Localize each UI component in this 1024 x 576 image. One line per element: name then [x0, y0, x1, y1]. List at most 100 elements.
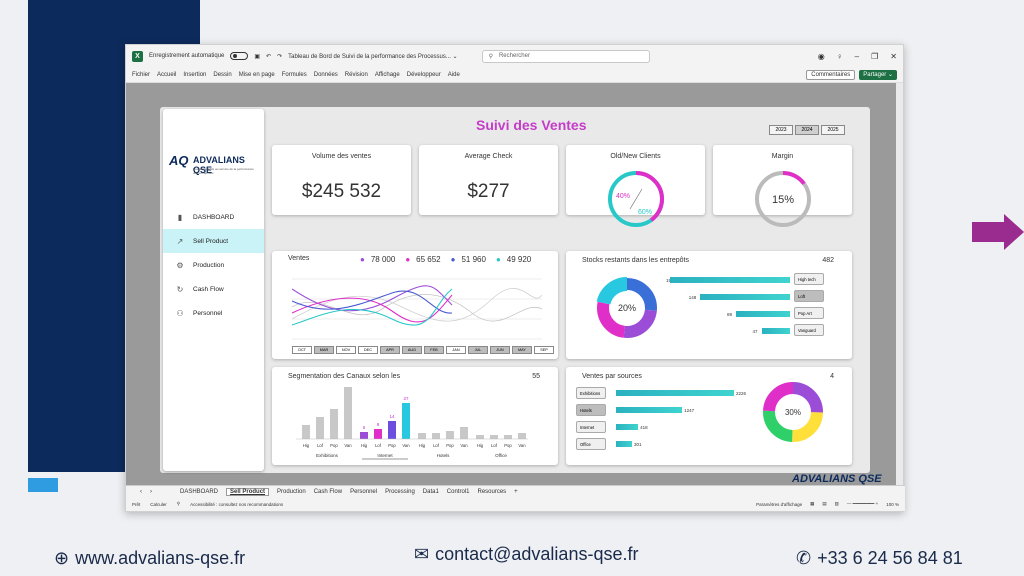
menu-accueil[interactable]: Accueil — [157, 71, 177, 78]
tab-scroll-right-icon[interactable]: › — [150, 488, 152, 495]
nav-item-dashboard[interactable]: ▮ DASHBOARD — [163, 205, 264, 229]
ventes-line-chart — [292, 278, 542, 340]
status-accessibility[interactable]: Accessibilité : consultez nos recommanda… — [190, 501, 284, 507]
seg-value: 8 — [377, 422, 380, 427]
source-label-tag[interactable]: Hotels — [576, 404, 606, 416]
page-layout-icon[interactable]: ▤ — [822, 501, 827, 506]
nav-item-cash-flow[interactable]: ↻ Cash Flow — [163, 277, 264, 301]
stock-category-tag[interactable]: Pop Art — [794, 307, 824, 319]
menu-donnees[interactable]: Données — [313, 71, 338, 78]
kpi-margin-card: Margin 15% — [713, 145, 852, 227]
month-button[interactable]: SEP — [534, 346, 554, 354]
phone-text[interactable]: +33 6 24 56 84 81 — [817, 548, 963, 568]
tab-production[interactable]: Production — [277, 488, 306, 495]
arrow-decoration — [1004, 214, 1024, 250]
month-button[interactable]: JAN — [446, 346, 466, 354]
segmentation-bar-chart: 6 8 14 27 Hig Lof Pop Van Hig Lof Pop Van Hig L… — [296, 387, 528, 460]
tab-sell-product[interactable]: Sell Product — [226, 487, 270, 496]
menu-mise-en-page[interactable]: Mise en page — [238, 71, 275, 78]
stock-category-tag[interactable]: High tech — [794, 273, 824, 285]
source-label-tag[interactable]: Internet — [576, 421, 606, 433]
stock-category-tag[interactable]: Loft — [794, 290, 824, 302]
add-sheet-icon[interactable]: + — [514, 488, 518, 495]
zoom-slider[interactable]: — ━━━━━━━━ + — [846, 501, 879, 506]
email-text[interactable]: contact@advalians-qse.fr — [435, 544, 639, 564]
year-2025-button[interactable]: 2025 — [821, 125, 845, 135]
share-button[interactable]: Partager ⌄ — [859, 69, 897, 80]
seg-bar — [316, 417, 324, 439]
menu-revision[interactable]: Révision — [344, 71, 368, 78]
save-icon[interactable]: ▣ — [254, 53, 261, 60]
menu-formules[interactable]: Formules — [281, 71, 307, 78]
source-bar — [616, 424, 639, 430]
tab-scroll-left-icon[interactable]: ‹ — [140, 488, 142, 495]
copilot-icon[interactable]: ◉ — [817, 51, 825, 61]
menu-dessin[interactable]: Dessin — [213, 71, 232, 78]
logo-mark: AQ — [169, 153, 189, 168]
month-button[interactable]: MAR — [314, 346, 334, 354]
comments-button[interactable]: Commentaires — [806, 69, 856, 80]
status-calc[interactable]: Calculer — [150, 501, 167, 507]
redo-icon[interactable]: ↷ — [277, 53, 283, 60]
nav-item-personnel[interactable]: ⚇ Personnel — [163, 301, 264, 325]
ventes-series-4 — [292, 288, 453, 326]
month-button[interactable]: FEB — [424, 346, 444, 354]
nav-item-sell-product[interactable]: ↗ Sell Product — [163, 229, 264, 253]
month-button[interactable]: AUG — [402, 346, 422, 354]
close-icon[interactable]: ✕ — [890, 51, 897, 61]
svg-text:Lof: Lof — [317, 443, 324, 448]
tab-cash-flow[interactable]: Cash Flow — [313, 488, 343, 495]
sheet-tabs: ‹ › DASHBOARD Sell Product Production Ca… — [126, 485, 905, 497]
page-break-icon[interactable]: ▥ — [834, 501, 839, 506]
tab-dashboard[interactable]: DASHBOARD — [180, 488, 219, 495]
tab-resources[interactable]: Resources — [477, 488, 507, 495]
vertical-scrollbar[interactable] — [896, 83, 903, 485]
stock-bar — [700, 294, 790, 300]
minimize-icon[interactable]: – — [854, 51, 860, 61]
footer-email: ✉ contact@advalians-qse.fr — [414, 544, 638, 565]
stocks-card: Stocks restants dans les entrepôts 482 2… — [566, 251, 852, 359]
menu-aide[interactable]: Aide — [447, 71, 460, 78]
tab-data1[interactable]: Data1 — [422, 488, 439, 495]
clients-ring: 40% 60% — [608, 171, 664, 227]
file-title[interactable]: Tableau de Bord de Suivi de la performan… — [288, 53, 458, 60]
kpi-avg-check-card: Average Check $277 — [419, 145, 558, 215]
month-button[interactable]: DEC — [358, 346, 378, 354]
year-2024-button[interactable]: 2024 — [795, 125, 819, 135]
stock-bar-row: 148 — [666, 292, 790, 302]
month-button[interactable]: OCT — [292, 346, 312, 354]
zoom-level[interactable]: 100 % — [886, 501, 899, 507]
normal-view-icon[interactable]: ▦ — [810, 501, 815, 506]
menu-developpeur[interactable]: Développeur — [406, 71, 441, 78]
seg-bar — [504, 435, 512, 439]
month-button[interactable]: APR — [380, 346, 400, 354]
source-bar — [616, 407, 683, 413]
search-input[interactable]: ⚲ Rechercher — [481, 49, 650, 63]
menu-fichier[interactable]: Fichier — [132, 71, 151, 78]
website-text[interactable]: www.advalians-qse.fr — [75, 548, 246, 568]
svg-text:Van: Van — [344, 443, 352, 448]
source-label-tag[interactable]: Office — [576, 438, 606, 450]
sources-bars: Exhibitions 2226 Hotels 1247 Internet 418 Offi… — [576, 387, 756, 461]
tab-processing[interactable]: Processing — [385, 488, 415, 495]
source-label-tag[interactable]: Exhibitions — [576, 387, 606, 399]
ventes-series-3 — [292, 290, 453, 314]
tab-personnel[interactable]: Personnel — [350, 488, 378, 495]
seg-bar — [330, 409, 338, 439]
undo-icon[interactable]: ↶ — [266, 53, 272, 60]
lightbulb-icon[interactable]: ♀ — [836, 51, 843, 61]
month-button[interactable]: JUN — [490, 346, 510, 354]
restore-icon[interactable]: ❐ — [871, 51, 879, 61]
month-button[interactable]: MAY — [512, 346, 532, 354]
status-display-params[interactable]: Paramètres d'affichage — [756, 501, 803, 507]
year-2023-button[interactable]: 2023 — [769, 125, 793, 135]
stock-category-tag[interactable]: Vanguard — [794, 324, 824, 336]
nav-item-production[interactable]: ⚙ Production — [163, 253, 264, 277]
stock-bar-value: 47 — [752, 328, 758, 334]
autosave-toggle[interactable] — [230, 52, 249, 60]
month-button[interactable]: JUL — [468, 346, 488, 354]
month-button[interactable]: NOV — [336, 346, 356, 354]
menu-affichage[interactable]: Affichage — [374, 71, 400, 78]
menu-insertion[interactable]: Insertion — [183, 71, 207, 78]
tab-control1[interactable]: Control1 — [446, 488, 470, 495]
